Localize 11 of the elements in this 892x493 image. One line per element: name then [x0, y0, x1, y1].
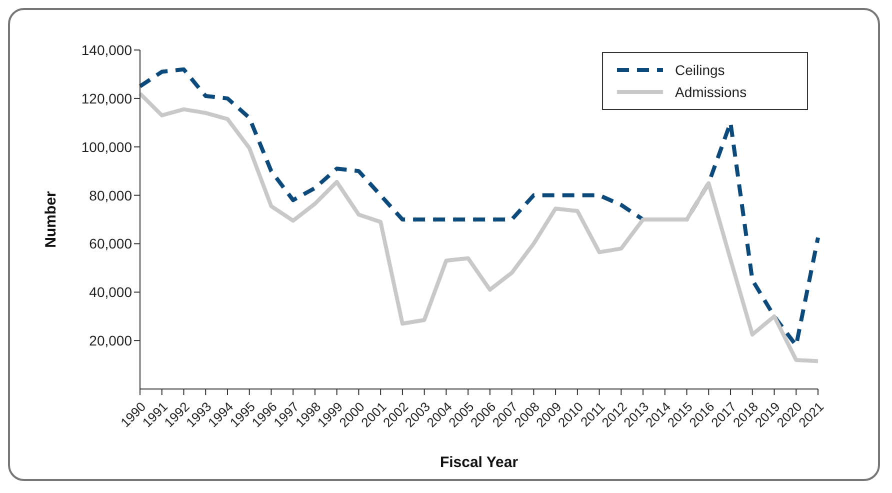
- y-tick-label: 20,000: [89, 332, 132, 349]
- y-tick-label: 100,000: [81, 138, 132, 155]
- y-tick-label: 140,000: [81, 42, 132, 58]
- y-tick-label: 120,000: [81, 90, 132, 106]
- y-axis-title: Number: [42, 191, 60, 248]
- y-tick-label: 80,000: [89, 187, 132, 204]
- x-axis-title: Fiscal Year: [440, 454, 518, 471]
- legend-label: Ceilings: [675, 62, 725, 78]
- legend-label: Admissions: [675, 84, 747, 100]
- y-tick-label: 60,000: [89, 236, 132, 252]
- y-tick-label: 40,000: [89, 284, 132, 300]
